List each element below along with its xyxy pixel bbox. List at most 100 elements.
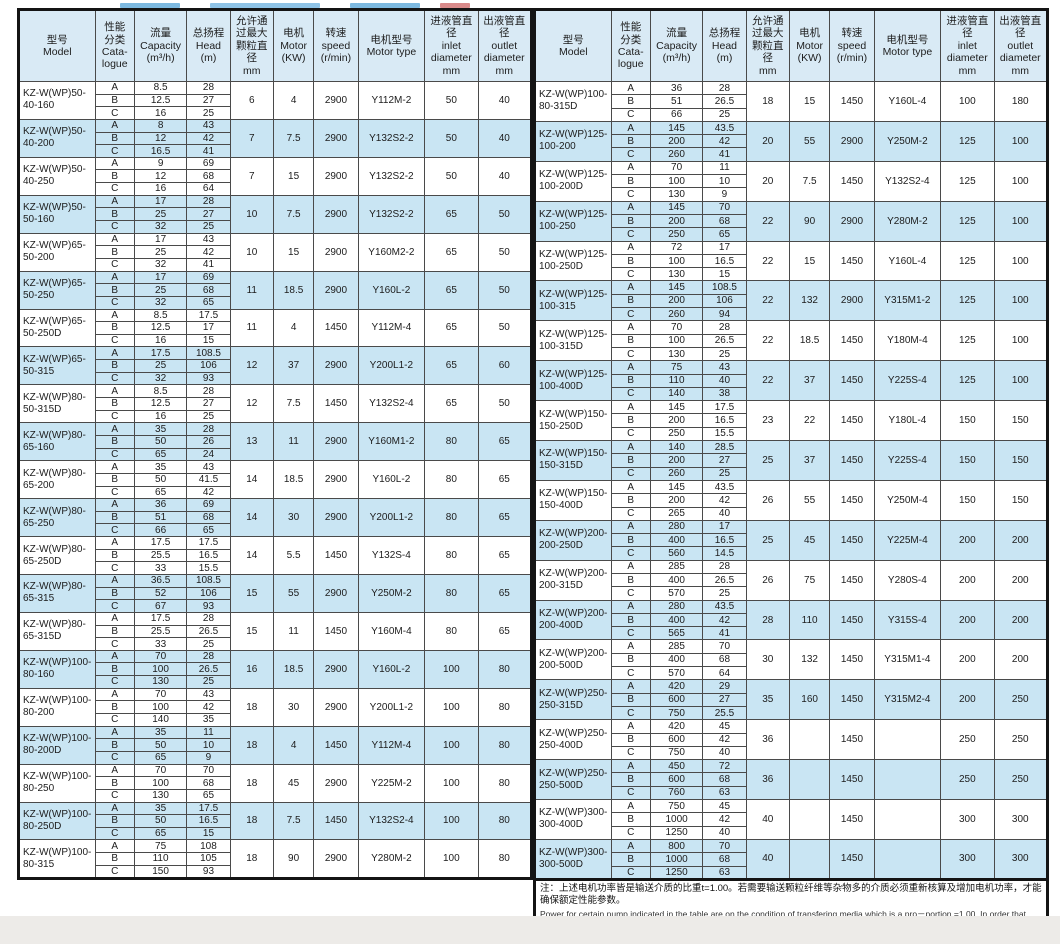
cell-head: 42 <box>186 485 231 500</box>
cell-head: 28 <box>186 611 231 626</box>
cell-speed: 1450 <box>313 308 359 348</box>
cell-speed: 1450 <box>313 384 359 424</box>
cell-model: KZ-W(WP)125- 100-250 <box>534 200 612 242</box>
cell-model: KZ-W(WP)50- 50-160 <box>18 194 96 234</box>
cell-particle-diameter: 25 <box>745 440 790 481</box>
cell-outlet-diameter: 150 <box>993 400 1049 442</box>
cell-speed: 1450 <box>829 160 875 202</box>
cell-capacity: 17.5 <box>133 536 188 550</box>
cell-head: 43.5 <box>702 599 747 614</box>
table-row: B 200 42 <box>535 493 1048 508</box>
cell-catalogue: B <box>94 776 135 790</box>
table-row: C 140 38 <box>535 386 1048 402</box>
cell-motor-kw <box>788 719 831 761</box>
table-row: C 130 15 <box>535 267 1048 282</box>
cell-motor-kw <box>788 759 831 801</box>
cell-catalogue: B <box>610 852 651 867</box>
cell-head: 40 <box>702 825 747 840</box>
cell-capacity: 145 <box>649 400 704 415</box>
cell-capacity: 50 <box>133 472 188 487</box>
cell-head: 15.5 <box>186 561 231 575</box>
cell-motor-kw: 7.5 <box>788 160 831 202</box>
cell-capacity: 36 <box>649 80 704 96</box>
cell-speed: 1450 <box>313 536 359 575</box>
cell-particle-diameter: 18 <box>229 687 274 727</box>
table-row: KZ-W(WP)150- 150-250D A 145 17.5 23 22 1450 Y18… <box>534 400 1049 442</box>
header-row: 型号 Model 性能 分类 Cata- logue 流量 Capacity (m³… <box>18 9 533 82</box>
cell-head: 25 <box>186 106 231 120</box>
cell-model: KZ-W(WP)250- 250-500D <box>534 759 612 801</box>
cell-catalogue: C <box>610 745 651 761</box>
cell-model: KZ-W(WP)300- 300-400D <box>534 799 612 840</box>
cell-outlet-diameter: 65 <box>477 536 533 575</box>
table-row: KZ-W(WP)125- 100-200 A 145 43.5 20 55 2900 Y250… <box>534 120 1049 162</box>
cell-particle-diameter: 25 <box>745 519 790 561</box>
cell-capacity: 51 <box>133 510 188 525</box>
cell-head: 27 <box>702 453 747 468</box>
cell-motor-kw: 55 <box>788 479 831 521</box>
cell-model: KZ-W(WP)65- 50-250D <box>18 308 96 348</box>
cell-inlet-diameter: 200 <box>940 679 995 721</box>
table-row: KZ-W(WP)200- 200-315D A 285 28 26 75 1450 Y280S… <box>534 559 1049 601</box>
cell-outlet-diameter: 50 <box>477 194 533 234</box>
cell-model: KZ-W(WP)200- 200-500D <box>534 639 612 681</box>
table-row: KZ-W(WP)250- 250-500D A 450 72 36 1450 250 250 <box>534 759 1049 801</box>
cell-particle-diameter: 18 <box>229 839 274 879</box>
header-row: 型号 Model 性能 分类 Cata- logue 流量 Capacity (m³… <box>534 9 1049 82</box>
cell-inlet-diameter: 100 <box>424 839 479 879</box>
cell-inlet-diameter: 50 <box>424 81 479 120</box>
cell-speed: 2900 <box>829 120 875 162</box>
cell-capacity: 70 <box>649 160 704 176</box>
cell-motor-kw: 45 <box>272 763 315 803</box>
cell-capacity: 100 <box>133 776 188 790</box>
cell-motor-kw: 55 <box>272 573 315 613</box>
cell-outlet-diameter: 40 <box>477 156 533 196</box>
cell-catalogue: B <box>610 293 651 309</box>
title-fragment <box>350 3 420 8</box>
cell-head: 27 <box>702 692 747 707</box>
cell-catalogue: B <box>94 586 135 601</box>
cell-head: 26.5 <box>186 662 231 677</box>
cell-particle-diameter: 35 <box>745 679 790 721</box>
cell-catalogue: A <box>94 725 135 740</box>
table-row: KZ-W(WP)300- 300-500D A 800 70 40 1450 300 300 <box>534 838 1049 880</box>
cell-head: 27 <box>186 397 231 411</box>
table-row: KZ-W(WP)125- 100-250D A 72 17 22 15 1450 Y160L-… <box>534 240 1049 282</box>
cell-speed: 1450 <box>829 400 875 442</box>
cell-motor-kw: 7.5 <box>272 801 315 841</box>
cell-head: 108.5 <box>702 280 747 295</box>
cell-head: 15 <box>702 267 747 282</box>
cell-head: 16.5 <box>702 413 747 428</box>
cell-particle-diameter: 12 <box>229 346 274 386</box>
cell-capacity: 25 <box>133 245 188 259</box>
cell-head: 68 <box>702 213 747 229</box>
table-row: B 100 26.5 <box>19 662 532 677</box>
table-row: B 12.5 17 <box>19 321 532 335</box>
cell-head: 41 <box>186 144 231 158</box>
table-row: C 260 25 <box>535 466 1048 481</box>
cell-catalogue: C <box>610 426 651 442</box>
cell-capacity: 420 <box>649 719 704 734</box>
cell-capacity: 285 <box>649 639 704 654</box>
cell-catalogue: C <box>610 307 651 322</box>
cell-capacity: 16 <box>133 106 188 120</box>
cell-catalogue: B <box>610 612 651 628</box>
table-row: KZ-W(WP)125- 100-400D A 75 43 22 37 1450 Y225S-… <box>534 360 1049 402</box>
cell-capacity: 36 <box>133 498 188 512</box>
table-row: C 66 25 <box>535 107 1048 122</box>
cell-catalogue: C <box>610 267 651 282</box>
cell-capacity: 570 <box>649 586 704 601</box>
cell-capacity: 800 <box>649 838 704 854</box>
cell-motor-type <box>873 838 942 880</box>
cell-particle-diameter: 22 <box>745 360 790 402</box>
cell-head: 42 <box>186 245 231 259</box>
col-header-cata: 性能 分类 Cata- logue <box>610 9 651 82</box>
cell-catalogue: C <box>610 346 651 362</box>
cell-speed: 1450 <box>829 559 875 601</box>
table-row: KZ-W(WP)125- 100-200D A 70 11 20 7.5 1450 Y132S… <box>534 160 1049 202</box>
cell-motor-kw: 18.5 <box>788 320 831 362</box>
cell-head: 25 <box>702 466 747 481</box>
right-column: 型号 Model 性能 分类 Cata- logue 流量 Capacity (m³… <box>533 8 1049 935</box>
cell-speed: 1450 <box>829 360 875 402</box>
cell-motor-type: Y112M-4 <box>357 725 426 765</box>
